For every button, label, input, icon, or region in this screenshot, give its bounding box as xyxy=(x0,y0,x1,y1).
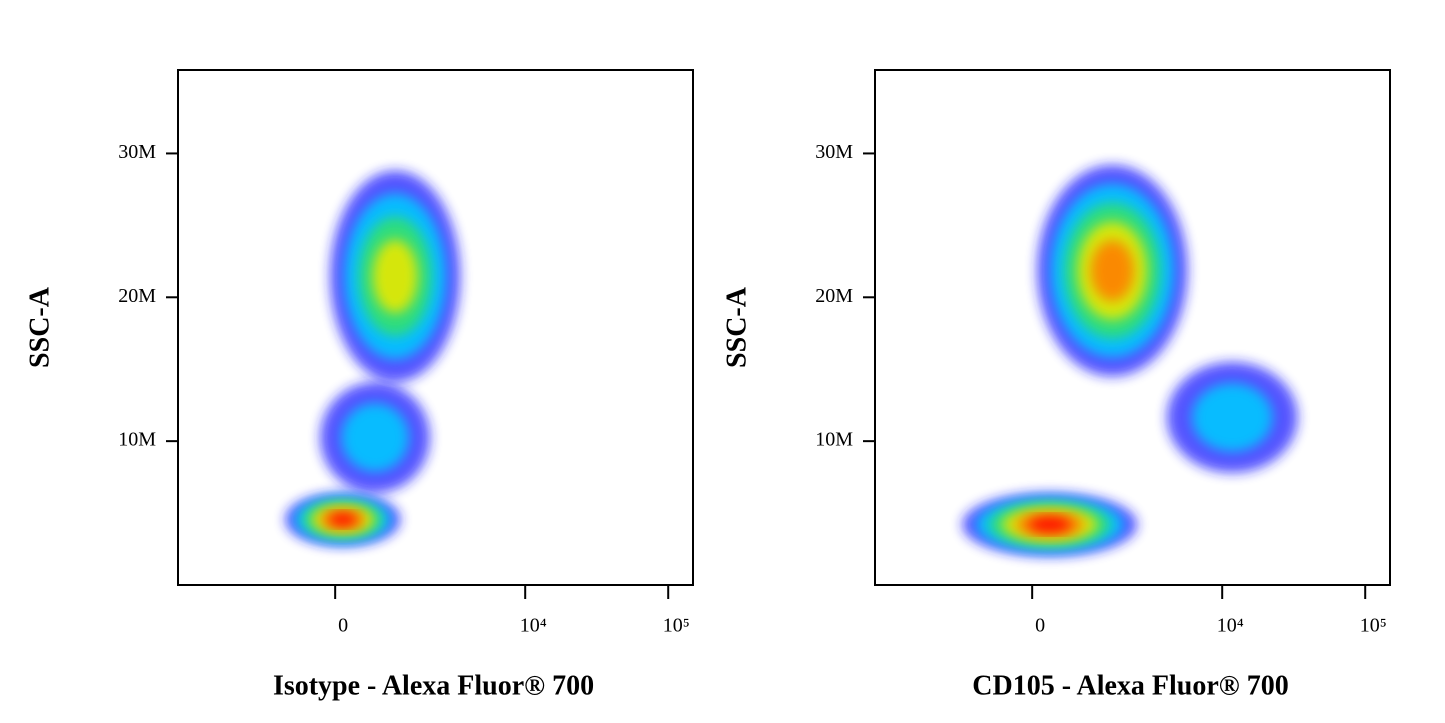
population-density xyxy=(1090,240,1134,301)
plot-frame xyxy=(874,69,1391,586)
population-density xyxy=(1028,516,1071,533)
x-tick-label: 10⁴ xyxy=(1217,615,1244,637)
y-tick-label: 20M xyxy=(815,285,853,307)
x-tick-label: 10⁵ xyxy=(663,615,690,637)
population-density xyxy=(328,513,357,526)
population-density xyxy=(1192,383,1273,452)
y-tick-label: 30M xyxy=(815,141,853,163)
plot-frame xyxy=(177,69,694,586)
x-axis-title: Isotype - Alexa Fluor® 700 xyxy=(273,670,594,701)
population-density xyxy=(341,403,409,472)
y-tick-label: 30M xyxy=(118,141,156,163)
plot: 10M 20M 30M 0 10⁴ 10⁵ Isotype - Alexa Fluor® 7… xyxy=(24,69,694,701)
x-axis-title: CD105 - Alexa Fluor® 700 xyxy=(972,670,1288,701)
y-tick-label: 10M xyxy=(118,429,156,451)
plot: 10M 20M 30M 0 10⁴ 10⁵ CD105 - Alexa Fluor® 700… xyxy=(721,69,1391,701)
populations xyxy=(285,170,461,547)
x-tick-label: 0 xyxy=(1035,615,1045,637)
y-tick-label: 10M xyxy=(815,429,853,451)
x-tick-label: 0 xyxy=(338,615,348,637)
x-tick-label: 10⁵ xyxy=(1360,615,1387,637)
x-tick-label: 10⁴ xyxy=(520,615,547,637)
populations xyxy=(962,164,1298,557)
y-axis-title: SSC-A xyxy=(24,286,55,368)
y-tick-label: 20M xyxy=(118,285,156,307)
population-density xyxy=(372,239,418,314)
y-axis-title: SSC-A xyxy=(721,286,752,368)
